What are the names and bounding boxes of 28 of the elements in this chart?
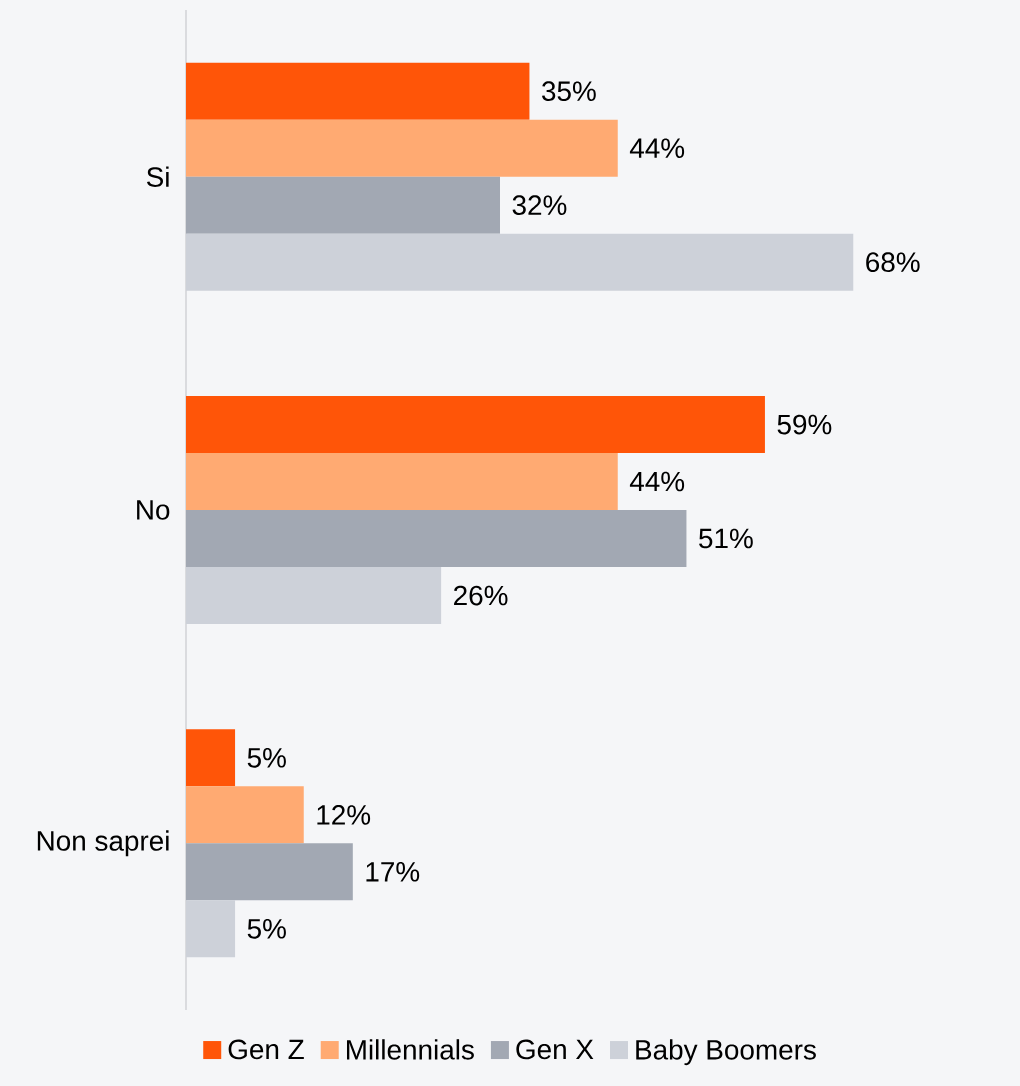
y-tick-label: Non saprei bbox=[37, 830, 169, 857]
bar bbox=[186, 62, 530, 120]
bar bbox=[186, 119, 618, 177]
data-label: 5% bbox=[247, 919, 286, 939]
data-label: 51% bbox=[699, 528, 753, 549]
data-label: 59% bbox=[777, 414, 832, 435]
data-label: 44% bbox=[629, 138, 685, 158]
legend-label: Baby Boomers bbox=[636, 1039, 816, 1066]
y-tick-label: No bbox=[137, 500, 170, 520]
bar bbox=[186, 786, 304, 844]
legend-label: Gen Z bbox=[228, 1039, 304, 1060]
data-label: 35% bbox=[542, 81, 596, 102]
data-label: 44% bbox=[629, 471, 685, 492]
legend-label: Millennials bbox=[346, 1039, 474, 1060]
bar bbox=[186, 453, 618, 511]
data-label: 26% bbox=[454, 585, 508, 606]
bar bbox=[186, 843, 353, 901]
legend-label: Gen X bbox=[516, 1039, 594, 1060]
bar bbox=[186, 176, 500, 234]
bar bbox=[186, 510, 687, 568]
data-label: 5% bbox=[247, 748, 286, 768]
data-label: 32% bbox=[512, 195, 567, 216]
y-tick-label: Si bbox=[146, 166, 169, 187]
data-label: 17% bbox=[366, 862, 420, 882]
data-label: 12% bbox=[317, 805, 371, 825]
bar bbox=[186, 396, 765, 454]
bar bbox=[186, 729, 236, 787]
data-label: 68% bbox=[866, 252, 920, 273]
